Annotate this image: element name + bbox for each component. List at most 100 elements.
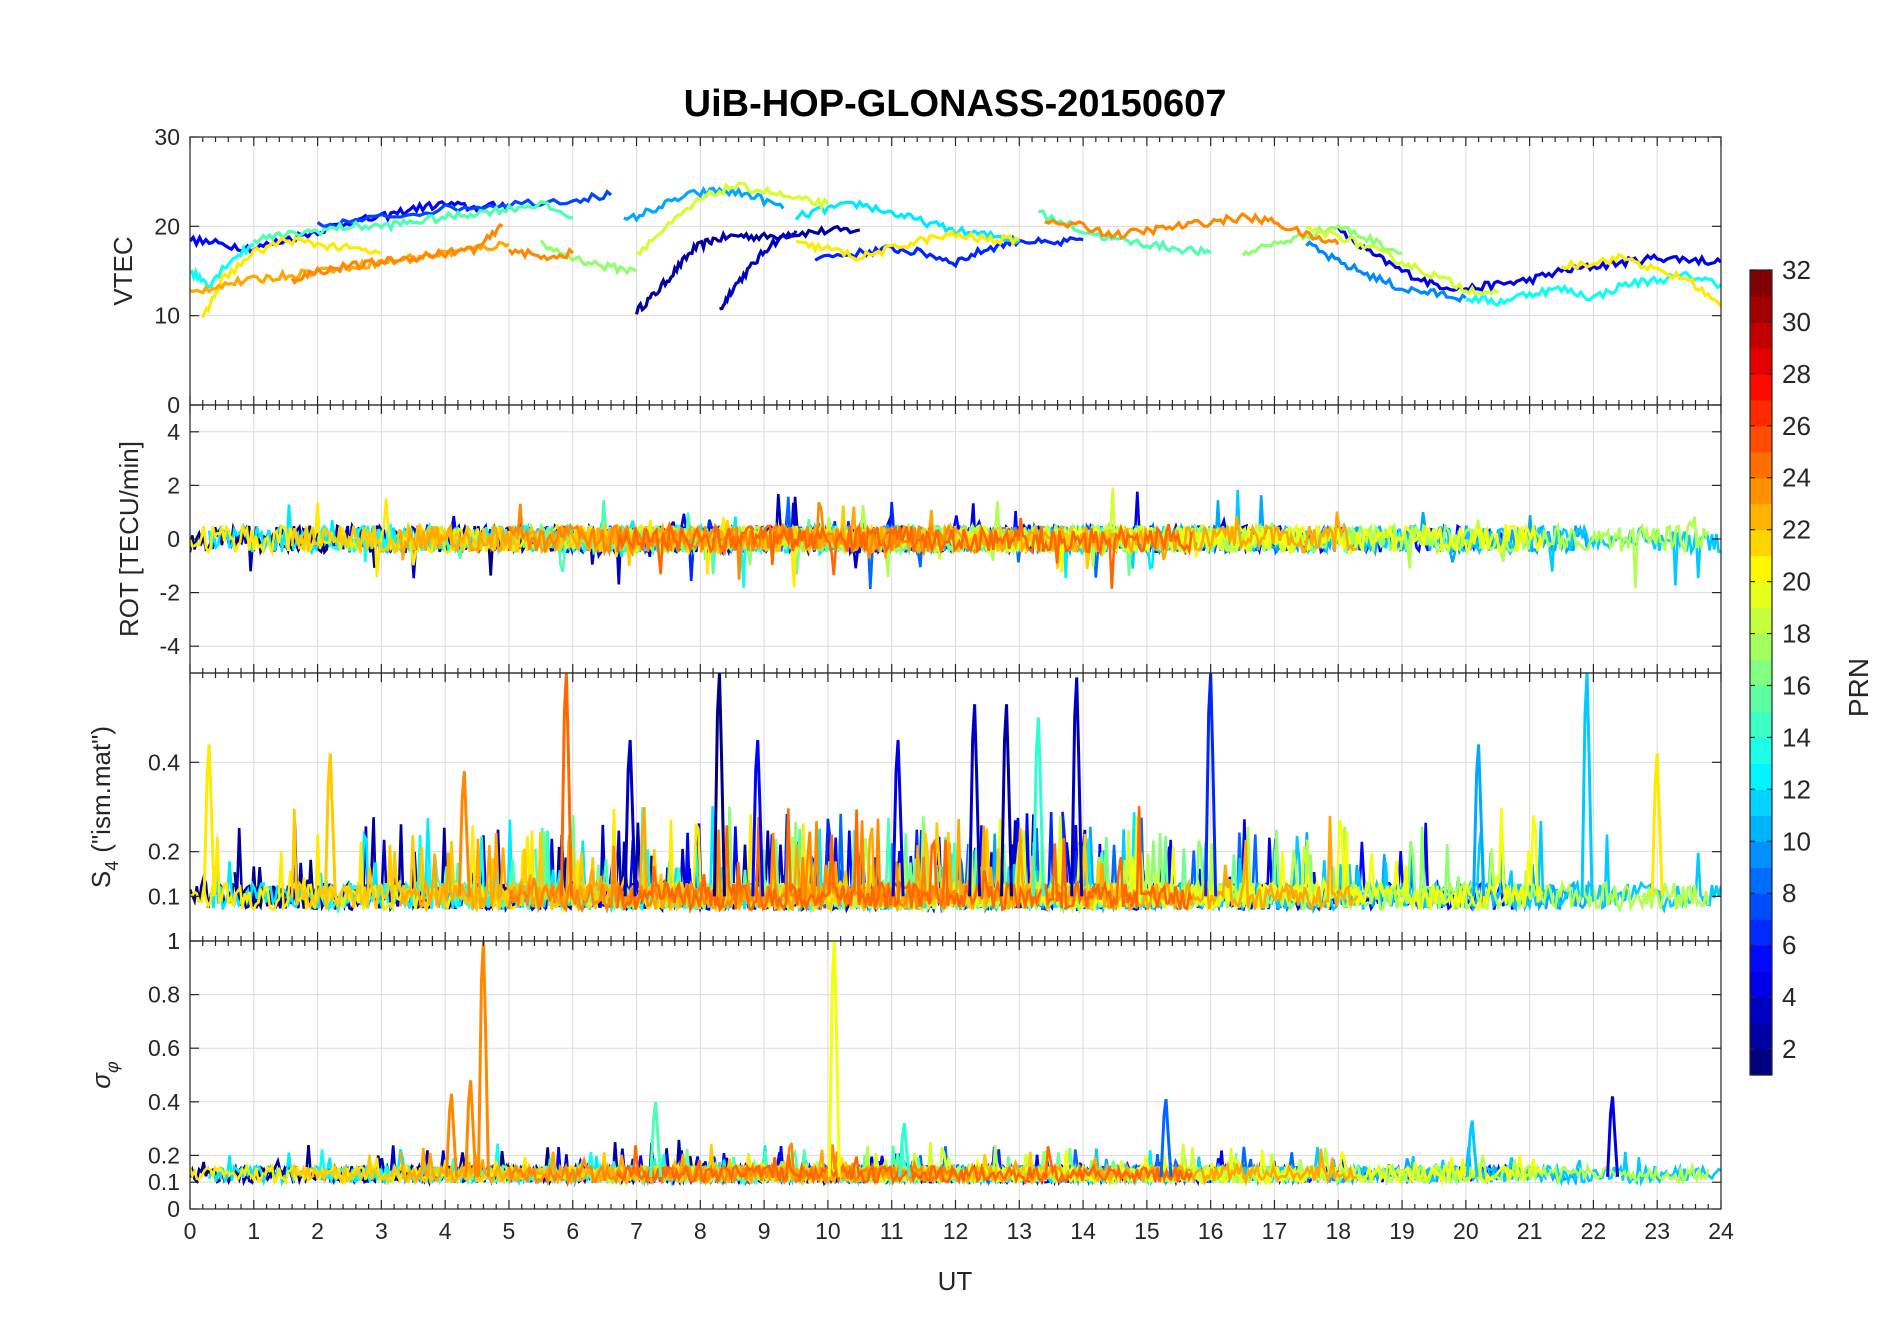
x-tick-label: 17 xyxy=(1262,1218,1288,1244)
y-tick-label: 0 xyxy=(167,392,180,418)
x-tick-label: 0 xyxy=(184,1218,197,1244)
colorbar-swatch xyxy=(1750,815,1772,842)
colorbar-label: PRN xyxy=(1843,658,1874,717)
vtec-series-prn-13 xyxy=(190,242,255,289)
y-tick-label: 4 xyxy=(167,419,180,445)
vtec-series-prn-24 xyxy=(290,222,504,286)
vtec-series-prn-3 xyxy=(719,230,798,311)
vtec-series-prn-12 xyxy=(794,199,1021,245)
colorbar-swatch xyxy=(1750,477,1772,505)
colorbar-swatch xyxy=(1750,373,1772,401)
panel-vtec: 0 10 20 30 VTEC xyxy=(108,124,1722,418)
colorbar-tick-label: 28 xyxy=(1782,359,1811,389)
colorbar-swatch xyxy=(1750,270,1772,297)
colorbar-tick-label: 14 xyxy=(1782,722,1811,752)
x-tick-label: 10 xyxy=(815,1218,841,1244)
colorbar-tick-label: 24 xyxy=(1782,463,1811,493)
x-tick-label: 4 xyxy=(439,1218,452,1244)
colorbar-frame xyxy=(1749,269,1773,1076)
grid-vtec xyxy=(189,136,1722,406)
colorbar-swatch xyxy=(1750,503,1772,531)
rot-series-prn-25 xyxy=(616,517,1193,589)
colorbar-tick-label: 32 xyxy=(1782,255,1811,285)
y-axis-label-rot: ROT [TECU/min] xyxy=(114,441,144,637)
series-rot xyxy=(190,488,1721,589)
x-tick-label: 12 xyxy=(943,1218,969,1244)
x-tick-label: 6 xyxy=(566,1218,579,1244)
colorbar-tick-label: 30 xyxy=(1782,307,1811,337)
series-s4 xyxy=(190,673,1721,915)
x-tick-label: 14 xyxy=(1070,1218,1096,1244)
colorbar-swatch xyxy=(1750,321,1772,349)
colorbar-swatch xyxy=(1750,893,1772,920)
rot-series-prn-18 xyxy=(750,501,1710,589)
colorbar-swatch xyxy=(1750,685,1772,713)
panel-rot: -4 -2 0 2 4 ROT [TECU/min] xyxy=(114,404,1722,674)
x-tick-label: 16 xyxy=(1198,1218,1224,1244)
s4-spike xyxy=(751,739,765,897)
s4-spike xyxy=(891,739,905,897)
y-axis-label-sigma_phi: σφ xyxy=(86,1061,122,1089)
colorbar-swatch xyxy=(1750,737,1772,764)
colorbar-tick-label: 26 xyxy=(1782,411,1811,441)
vtec-series-prn-21 xyxy=(201,235,382,319)
chart-title: UiB-HOP-GLONASS-20150607 xyxy=(684,83,1227,125)
colorbar-swatch xyxy=(1750,789,1772,816)
colorbar-tick-label: 18 xyxy=(1782,619,1811,649)
colorbar-swatch xyxy=(1750,971,1772,998)
colorbar-swatch xyxy=(1750,295,1772,323)
colorbar-swatch xyxy=(1750,763,1772,790)
x-tick-label: 9 xyxy=(758,1218,771,1244)
colorbar-tick-label: 2 xyxy=(1782,1034,1796,1064)
s4-spike xyxy=(1070,677,1084,897)
vtec-series-prn-21 xyxy=(1560,252,1721,308)
s4-spike xyxy=(559,673,573,897)
vtec-series-prn-6 xyxy=(814,234,1084,269)
y-tick-label: 0.6 xyxy=(148,1035,180,1061)
sigma_phi-spike xyxy=(1465,1120,1479,1177)
colorbar-swatch xyxy=(1750,581,1772,609)
series-sigma_phi xyxy=(190,941,1721,1188)
vtec-series-prn-19 xyxy=(1306,226,1499,297)
x-tick-label: 21 xyxy=(1517,1218,1543,1244)
colorbar-swatch xyxy=(1750,555,1772,583)
s4-subscript: 4 xyxy=(102,861,122,871)
s4-spike xyxy=(968,704,982,897)
y-tick-label: 20 xyxy=(154,213,180,239)
y-axis-label-s4: S4 ("ism.mat") xyxy=(86,726,122,888)
y-tick-label: 0.2 xyxy=(148,839,180,865)
y-tick-label: 1 xyxy=(167,928,180,954)
colorbar-swatch xyxy=(1750,945,1772,972)
vtec-series-prn-24 xyxy=(1044,211,1340,246)
colorbar-tick-label: 20 xyxy=(1782,567,1811,597)
s4-spike xyxy=(1472,744,1486,897)
x-tick-label: 11 xyxy=(880,1218,904,1244)
y-tick-label: -2 xyxy=(160,580,180,606)
colorbar-swatch xyxy=(1750,1023,1772,1050)
y-tick-label: 0 xyxy=(167,526,180,552)
series-vtec xyxy=(190,181,1721,319)
s4-spike xyxy=(1204,673,1218,897)
colorbar-swatch xyxy=(1750,997,1772,1024)
y-tick-label: 0 xyxy=(167,1196,180,1222)
vtec-series-prn-17 xyxy=(539,239,638,276)
y-tick-label: 0.1 xyxy=(148,883,180,909)
y-tick-label: -4 xyxy=(160,633,181,659)
colorbar-tick-label: 10 xyxy=(1782,826,1811,856)
x-tick-label: 20 xyxy=(1453,1218,1479,1244)
sigma_phi-spike xyxy=(897,1123,911,1178)
colorbar-swatch xyxy=(1750,867,1772,894)
colorbar-swatch xyxy=(1750,841,1772,868)
sigma-symbol: σ xyxy=(86,1072,116,1089)
sigma_phi-spike xyxy=(827,941,841,1177)
x-tick-label: 23 xyxy=(1644,1218,1670,1244)
y-tick-label: 0.2 xyxy=(148,1142,180,1168)
x-tick-label: 2 xyxy=(311,1218,324,1244)
s4-series-prn-24 xyxy=(507,818,957,914)
s4-spike xyxy=(323,753,337,897)
colorbar-swatch xyxy=(1750,529,1772,557)
y-tick-label: 1 xyxy=(167,928,180,954)
colorbar-tick-label: 12 xyxy=(1782,774,1811,804)
